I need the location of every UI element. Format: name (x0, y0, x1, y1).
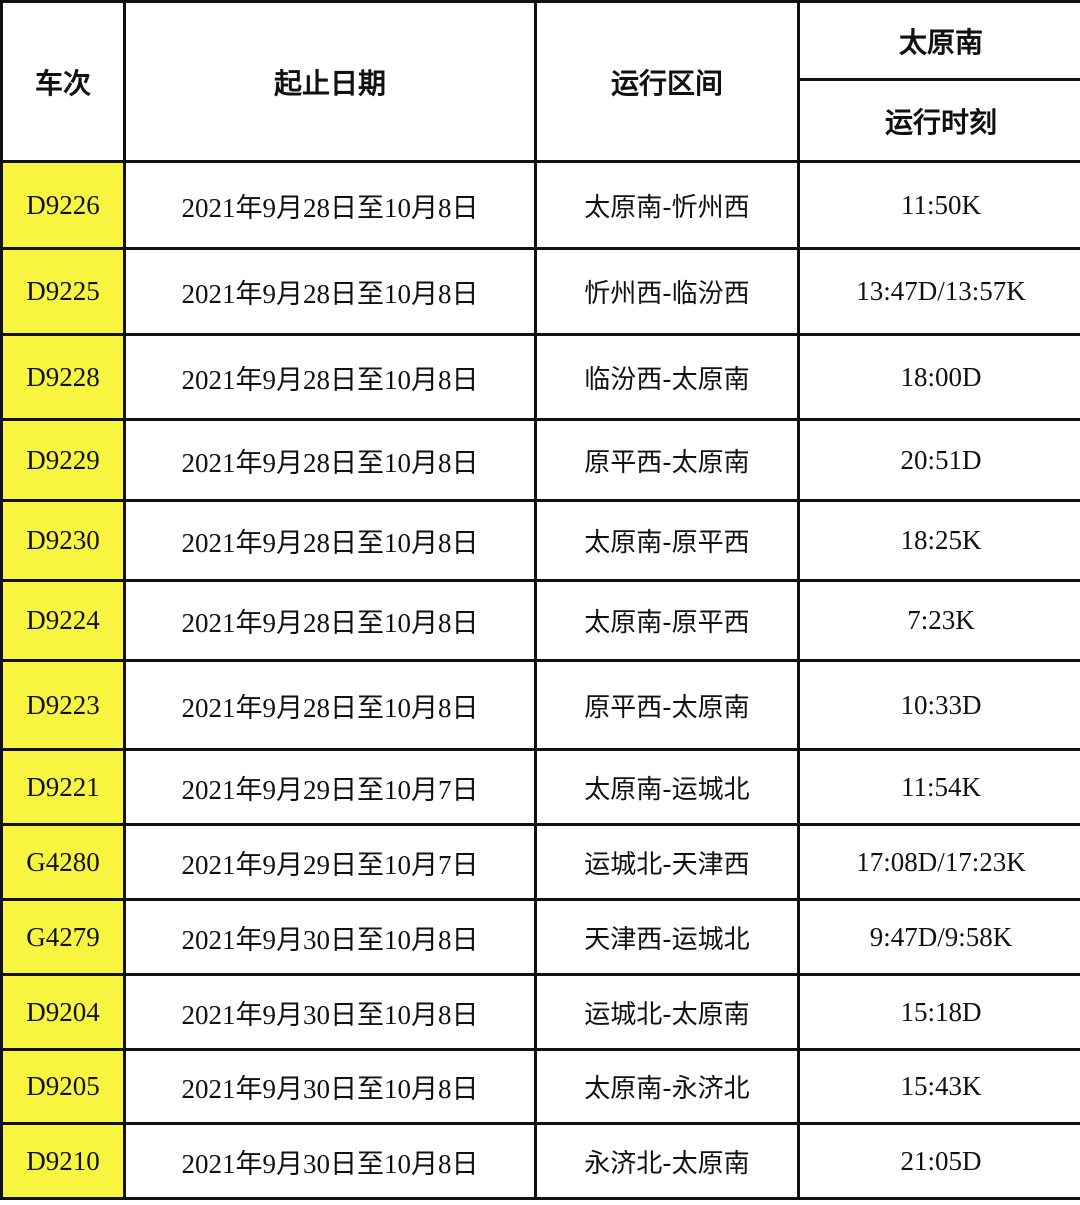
table-row: G4280 2021年9月29日至10月7日 运城北-天津西 17:08D/17:23… (0, 823, 1080, 901)
route-section: 永济北-太原南 (534, 1122, 800, 1200)
table-row: D9223 2021年9月28日至10月8日 原平西-太原南 10:33D (0, 659, 1080, 751)
date-range: 2021年9月28日至10月8日 (123, 499, 537, 582)
route-section: 太原南-忻州西 (534, 160, 800, 250)
date-range: 2021年9月28日至10月8日 (123, 160, 537, 250)
run-time: 15:43K (797, 1048, 1080, 1125)
route-section: 太原南-原平西 (534, 579, 800, 662)
date-range: 2021年9月28日至10月8日 (123, 333, 537, 421)
route-section: 太原南-永济北 (534, 1048, 800, 1125)
run-time: 21:05D (797, 1122, 1080, 1200)
date-range: 2021年9月29日至10月7日 (123, 823, 537, 901)
date-range: 2021年9月30日至10月8日 (123, 1048, 537, 1125)
header-subrow: 运行时刻 (2, 78, 1080, 163)
run-time: 18:25K (797, 499, 1080, 582)
date-range: 2021年9月28日至10月8日 (123, 659, 537, 751)
run-time: 10:33D (797, 659, 1080, 751)
table-body: D9226 2021年9月28日至10月8日 太原南-忻州西 11:50K D9225 2… (0, 160, 1080, 1200)
table-row: D9228 2021年9月28日至10月8日 临汾西-太原南 18:00D (0, 333, 1080, 421)
run-time: 15:18D (797, 973, 1080, 1051)
header-row: 车次 起止日期 运行区间 太原南 (0, 0, 1080, 163)
table-row: D9225 2021年9月28日至10月8日 忻州西-临汾西 13:47D/13:57… (0, 247, 1080, 336)
train-number: D9224 (0, 579, 126, 662)
train-number: D9228 (0, 333, 126, 421)
table-row: D9230 2021年9月28日至10月8日 太原南-原平西 18:25K (0, 499, 1080, 582)
train-number: G4280 (0, 823, 126, 901)
date-range: 2021年9月30日至10月8日 (123, 1122, 537, 1200)
header-station: 太原南 (797, 0, 1080, 81)
route-section: 原平西-太原南 (534, 418, 800, 502)
run-time: 11:54K (797, 748, 1080, 826)
header-time: 运行时刻 (797, 78, 1080, 163)
train-number: D9221 (0, 748, 126, 826)
header-section: 运行区间 (534, 0, 800, 163)
run-time: 13:47D/13:57K (797, 247, 1080, 336)
date-range: 2021年9月28日至10月8日 (123, 579, 537, 662)
header-train: 车次 (0, 0, 126, 163)
train-number: D9230 (0, 499, 126, 582)
date-range: 2021年9月30日至10月8日 (123, 973, 537, 1051)
route-section: 忻州西-临汾西 (534, 247, 800, 336)
run-time: 18:00D (797, 333, 1080, 421)
table-row: D9229 2021年9月28日至10月8日 原平西-太原南 20:51D (0, 418, 1080, 502)
date-range: 2021年9月29日至10月7日 (123, 748, 537, 826)
train-number: D9204 (0, 973, 126, 1051)
date-range: 2021年9月30日至10月8日 (123, 898, 537, 976)
train-number: D9226 (0, 160, 126, 250)
run-time: 11:50K (797, 160, 1080, 250)
run-time: 7:23K (797, 579, 1080, 662)
train-number: D9210 (0, 1122, 126, 1200)
run-time: 17:08D/17:23K (797, 823, 1080, 901)
route-section: 运城北-太原南 (534, 973, 800, 1051)
table-row: G4279 2021年9月30日至10月8日 天津西-运城北 9:47D/9:58K (0, 898, 1080, 976)
route-section: 临汾西-太原南 (534, 333, 800, 421)
route-section: 太原南-原平西 (534, 499, 800, 582)
train-number: D9205 (0, 1048, 126, 1125)
date-range: 2021年9月28日至10月8日 (123, 418, 537, 502)
table-row: D9224 2021年9月28日至10月8日 太原南-原平西 7:23K (0, 579, 1080, 662)
run-time: 20:51D (797, 418, 1080, 502)
date-range: 2021年9月28日至10月8日 (123, 247, 537, 336)
table-row: D9205 2021年9月30日至10月8日 太原南-永济北 15:43K (0, 1048, 1080, 1125)
route-section: 原平西-太原南 (534, 659, 800, 751)
route-section: 太原南-运城北 (534, 748, 800, 826)
table-row: D9210 2021年9月30日至10月8日 永济北-太原南 21:05D (0, 1122, 1080, 1200)
table-row: D9226 2021年9月28日至10月8日 太原南-忻州西 11:50K (0, 160, 1080, 250)
train-number: D9225 (0, 247, 126, 336)
run-time: 9:47D/9:58K (797, 898, 1080, 976)
train-number: G4279 (0, 898, 126, 976)
table-row: D9204 2021年9月30日至10月8日 运城北-太原南 15:18D (0, 973, 1080, 1051)
route-section: 运城北-天津西 (534, 823, 800, 901)
train-number: D9229 (0, 418, 126, 502)
train-number: D9223 (0, 659, 126, 751)
route-section: 天津西-运城北 (534, 898, 800, 976)
table-row: D9221 2021年9月29日至10月7日 太原南-运城北 11:54K (0, 748, 1080, 826)
header-dates: 起止日期 (123, 0, 537, 163)
